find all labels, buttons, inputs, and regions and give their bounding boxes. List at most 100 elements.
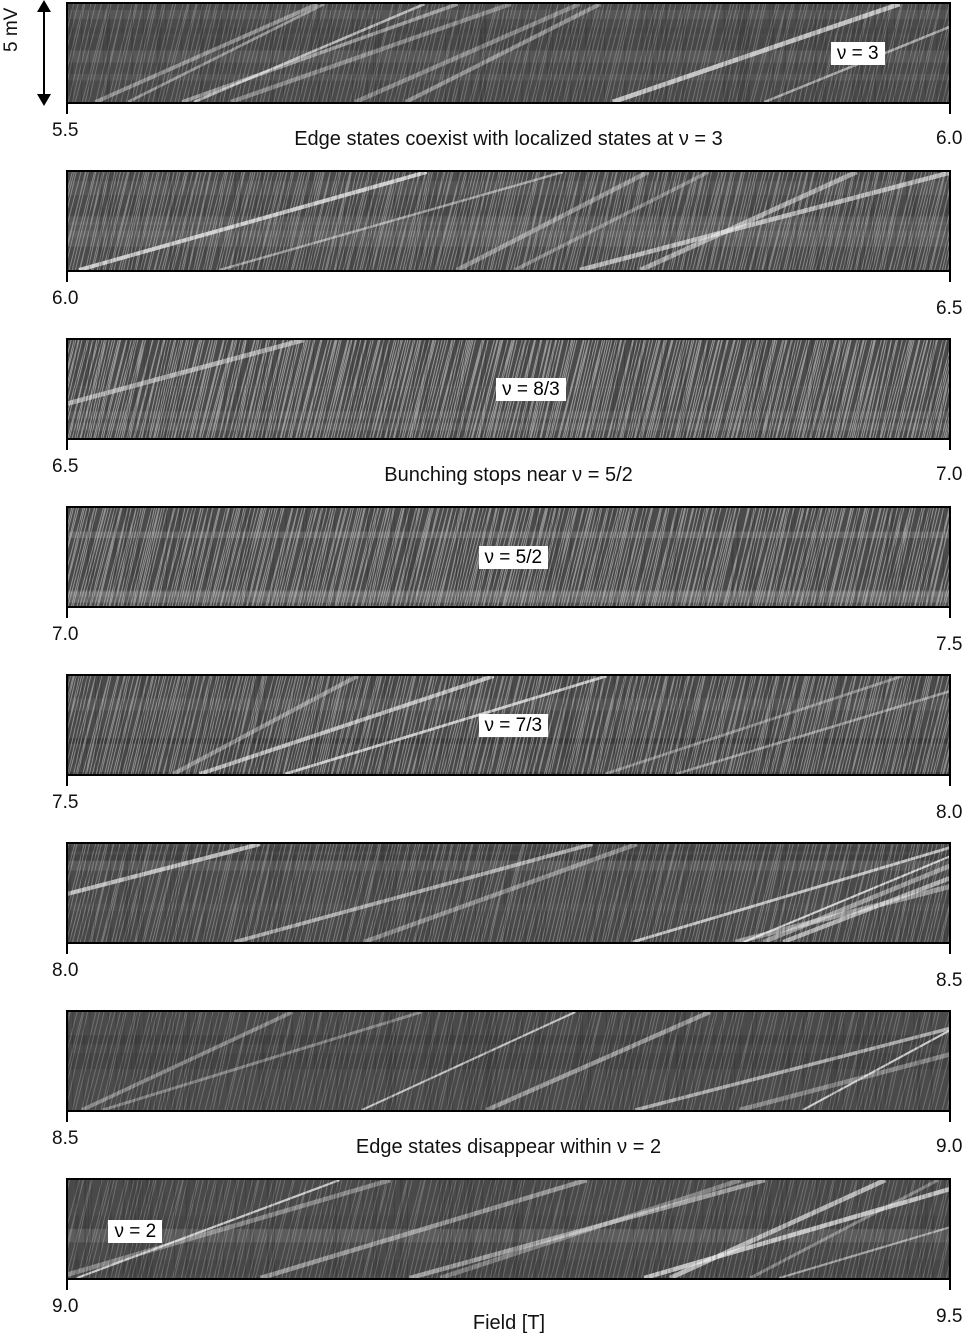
edge-state-line [404,4,601,102]
heatmap-band [68,928,949,940]
scale-arrow-down-icon [37,94,51,106]
edge-state-line [439,1180,742,1278]
heatmap-band [68,230,949,247]
heatmap-image-3 [68,340,949,438]
heatmap-band [68,1215,949,1229]
heatmap-band [68,1108,949,1110]
filling-factor-label: ν = 8/3 [496,378,566,401]
edge-state-line [198,676,495,774]
heatmap-noise [88,172,948,270]
tick-label-start: 6.5 [52,456,79,477]
edge-state-line [193,4,426,102]
heatmap-panel-3: ν = 8/3 [66,338,951,440]
edge-state-line [485,1012,711,1110]
heatmap-band [68,1215,949,1227]
heatmap-band [68,1044,949,1057]
edge-state-line [102,1012,422,1110]
edge-state-line [778,1226,949,1278]
heatmap-band [68,1053,949,1070]
tick-label-end: 7.0 [936,464,963,485]
heatmap-fine-stripes [68,1012,949,1110]
heatmap-noise [68,844,948,942]
panel-caption: Edge states disappear within ν = 2 [355,1136,662,1158]
tick-start [66,440,68,450]
heatmap-band [68,531,949,539]
tick-end [949,440,951,450]
edge-state-line [284,676,607,774]
tick-label-start: 6.0 [52,288,79,309]
edge-state-line [219,172,564,270]
heatmap-band [68,1108,949,1110]
edge-state-line [363,844,638,942]
panel-caption: Bunching stops near ν = 5/2 [384,464,633,486]
edge-state-line [675,690,949,774]
filling-factor-label: ν = 5/2 [478,546,549,569]
tick-label-end: 8.5 [936,970,963,991]
heatmap-band [68,423,949,431]
tick-end [949,944,951,954]
tick-start [66,104,68,114]
heatmap-band [68,854,949,861]
heatmap-band [68,37,949,52]
filling-factor-label: ν = 7/3 [478,714,549,737]
heatmap-image-6 [68,844,949,942]
x-axis-label: Field [T] [472,1312,546,1334]
tick-label-end: 6.5 [936,298,963,319]
edge-state-line [455,172,650,270]
heatmap-fine-stripes [68,844,949,942]
edge-state-line [749,1180,939,1278]
tick-label-start: 9.0 [52,1296,79,1317]
filling-factor-label: ν = 3 [830,42,885,65]
heatmap-band [68,1229,949,1243]
edge-state-line [68,844,261,896]
heatmap-band [68,27,949,34]
edge-state-line [76,1180,341,1278]
edge-state-line [81,1012,294,1110]
heatmap-image-2 [68,172,949,270]
heatmap-noise [68,1012,933,1110]
filling-factor-label: ν = 2 [108,1220,163,1243]
edge-state-line [229,4,512,102]
edge-state-line [579,172,949,270]
heatmap-background [68,1012,949,1110]
tick-end [949,776,951,786]
tick-end [949,1280,951,1290]
edge-state-line [735,884,949,942]
heatmap-band [68,406,949,412]
edge-state-line [234,844,594,942]
heatmap-panel-2 [66,170,951,272]
edge-state-line [764,25,949,102]
edge-state-line [669,1180,887,1278]
heatmap-band [68,74,949,81]
tick-start [66,1280,68,1290]
edge-state-line [181,4,459,102]
scale-bar-label: 5 mV [1,7,22,52]
heatmap-background [68,1180,949,1278]
edge-state-line [802,1029,949,1110]
edge-state-line [94,4,319,102]
edge-state-line [361,1012,576,1110]
heatmap-band [68,9,949,19]
heatmap-band [68,1259,949,1275]
tick-label-start: 7.5 [52,792,79,813]
heatmap-band [68,591,949,603]
heatmap-image-1 [68,4,949,102]
edge-state-line [68,340,305,406]
tick-label-end: 9.0 [936,1136,963,1157]
heatmap-band [68,1035,949,1045]
tick-label-end: 7.5 [936,634,963,655]
edge-state-line [172,676,359,774]
tick-start [66,1112,68,1122]
tick-label-end: 9.5 [936,1306,963,1327]
heatmap-panel-7 [66,1010,951,1112]
tick-label-end: 6.0 [936,128,963,149]
edge-state-line [632,846,949,942]
heatmap-image-7 [68,1012,949,1110]
tick-start [66,944,68,954]
edge-state-line [68,1180,392,1277]
heatmap-band [68,207,949,215]
heatmap-band [68,748,949,759]
tick-start [66,272,68,282]
edge-state-line [513,172,710,270]
